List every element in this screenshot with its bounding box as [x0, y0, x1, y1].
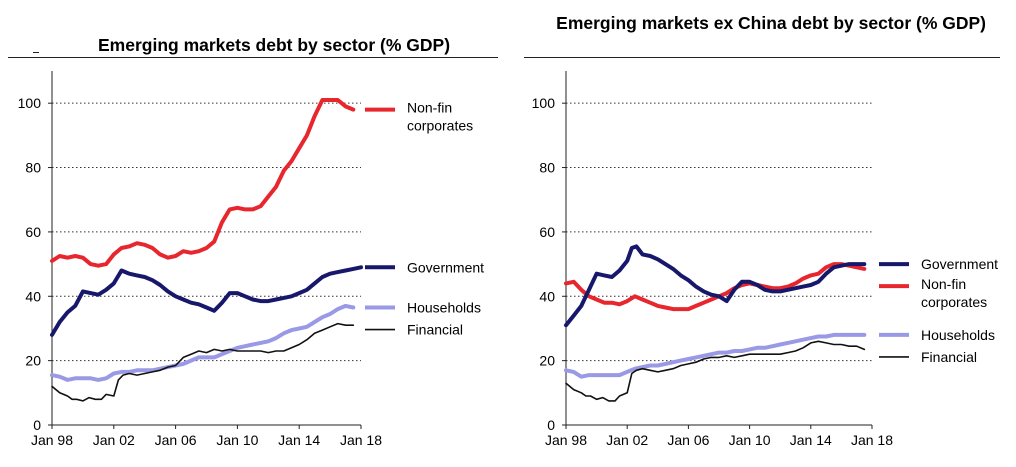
- series-line-government: [50, 265, 363, 337]
- x-tick-label: Jan 98: [31, 432, 73, 448]
- x-tick-label: Jan 98: [545, 432, 587, 448]
- y-tick-label: 40: [25, 288, 41, 304]
- series-line-non-fin-corporates: [50, 98, 356, 268]
- chart-panel-em: Emerging markets debt by sector (% GDP) …: [0, 0, 506, 467]
- x-tick-label: Jan 06: [667, 432, 709, 448]
- series-line-non-fin-corporates: [564, 262, 867, 312]
- y-tick-label: 20: [25, 353, 41, 369]
- y-tick-label: 60: [25, 224, 41, 240]
- dash-mark: [33, 52, 39, 53]
- title-underline: [8, 57, 498, 58]
- x-tick-label: Jan 10: [216, 432, 258, 448]
- chart-panel-em-ex-china: Emerging markets ex China debt by sector…: [506, 0, 1016, 467]
- x-tick-label: Jan 06: [155, 432, 197, 448]
- x-tick-label: Jan 02: [93, 432, 135, 448]
- legend-label-financial: Financial: [921, 349, 977, 365]
- y-tick-label: 0: [33, 417, 41, 433]
- legend-label-households: Households: [921, 327, 995, 343]
- y-tick-label: 0: [547, 417, 555, 433]
- series-line-financial: [565, 340, 866, 402]
- line-chart-em: 0 20 40 60 80 100 Jan 98 Jan 02 Jan 06 Jan 10 Jan …: [18, 71, 484, 448]
- y-tick-label: 60: [539, 224, 555, 240]
- y-tick-label: 20: [539, 353, 555, 369]
- legend-label-government: Government: [407, 259, 484, 275]
- y-tick-label: 40: [539, 288, 555, 304]
- x-tick-label: Jan 14: [278, 432, 320, 448]
- y-tick-label: 80: [539, 160, 555, 176]
- title-underline: [524, 57, 1000, 58]
- y-tick-label: 100: [18, 95, 42, 111]
- chart-title: Emerging markets debt by sector (% GDP): [98, 35, 451, 55]
- y-tick-label: 100: [532, 95, 556, 111]
- series-line-government: [564, 244, 867, 328]
- x-tick-label: Jan 18: [851, 432, 893, 448]
- x-tick-label: Jan 18: [340, 432, 382, 448]
- x-tick-label: Jan 10: [729, 432, 771, 448]
- legend-label-financial: Financial: [407, 322, 463, 338]
- x-tick-label: Jan 02: [606, 432, 648, 448]
- series-line-financial: [51, 322, 355, 402]
- series-line-households: [50, 303, 356, 382]
- legend-label-non-fin-corporates: Non-fin corporates: [921, 276, 987, 310]
- legend-label-households: Households: [407, 300, 481, 316]
- x-tick-label: Jan 14: [790, 432, 832, 448]
- series-line-households: [564, 332, 867, 379]
- legend-label-non-fin-corporates: Non-fin corporates: [407, 100, 473, 134]
- legend-label-government: Government: [921, 256, 998, 272]
- line-chart-em-ex-china: 0 20 40 60 80 100 Jan 98 Jan 02 Jan 06 Jan 10 Jan …: [532, 71, 998, 448]
- y-tick-label: 80: [25, 160, 41, 176]
- chart-title: Emerging markets ex China debt by sector…: [556, 13, 986, 33]
